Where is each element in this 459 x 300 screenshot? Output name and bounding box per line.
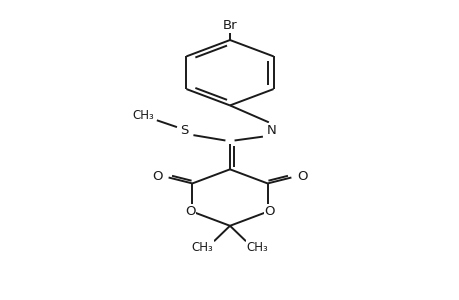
Text: O: O: [264, 205, 274, 218]
Text: N: N: [266, 124, 275, 137]
Text: Br: Br: [222, 19, 237, 32]
Text: O: O: [297, 170, 307, 183]
Text: S: S: [180, 124, 188, 137]
Text: CH₃: CH₃: [191, 241, 213, 254]
Text: CH₃: CH₃: [246, 241, 268, 254]
Text: CH₃: CH₃: [132, 109, 154, 122]
Text: O: O: [185, 205, 195, 218]
Text: O: O: [152, 170, 162, 183]
